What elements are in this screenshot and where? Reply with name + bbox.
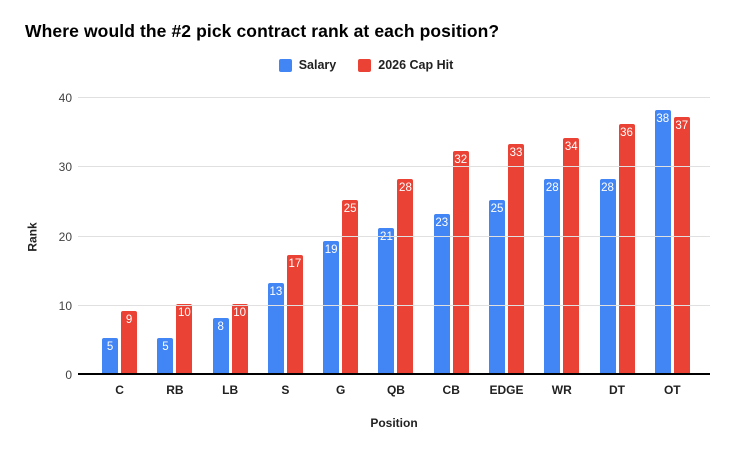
bar-2026-cap-hit-rb: 10	[176, 303, 193, 373]
bar-2026-cap-hit-s: 17	[286, 255, 303, 373]
legend-label-cap-hit: 2026 Cap Hit	[378, 58, 454, 72]
bar-salary-c: 5	[102, 338, 119, 373]
bar-salary-s: 13	[267, 282, 284, 373]
x-tick-label-wr: WR	[551, 383, 572, 397]
x-tick-label-c: C	[115, 383, 124, 397]
bar-2026-cap-hit-g: 25	[342, 199, 359, 373]
x-tick-label-dt: DT	[609, 383, 626, 397]
bar-salary-qb: 21	[378, 227, 395, 373]
bar-value-label: 33	[509, 147, 523, 160]
y-axis-tick-labels: 0 10 20 30 40	[0, 91, 72, 382]
bar-group-g: 19 25	[313, 98, 368, 373]
bar-value-label: 5	[106, 341, 114, 354]
bar-group-ot: 38 37	[645, 98, 700, 373]
gridline	[78, 304, 710, 306]
x-tick-label-g: G	[336, 383, 346, 397]
bar-value-label: 5	[162, 341, 169, 354]
legend-swatch-cap-hit-icon	[358, 58, 372, 72]
bar-salary-wr: 28	[544, 179, 561, 373]
bar-group-wr: 28 34	[534, 98, 589, 373]
bar-value-label: 36	[620, 126, 633, 139]
chart-title: Where would the #2 pick contract rank at…	[25, 21, 500, 41]
bar-group-edge: 25 33	[479, 98, 534, 373]
bar-value-label: 25	[490, 202, 504, 215]
bar-group-lb: 8 10	[203, 98, 258, 373]
bar-salary-g: 19	[323, 241, 340, 373]
bar-value-label: 10	[233, 306, 247, 319]
bar-value-label: 23	[435, 216, 449, 229]
x-axis-tick-labels: C RB LB S G QB CB EDGE WR DT OT	[92, 383, 700, 397]
x-tick-label-qb: QB	[386, 383, 405, 397]
bar-2026-cap-hit-edge: 33	[507, 144, 524, 373]
y-axis-title: Rank	[26, 221, 40, 252]
legend-item-salary: Salary	[278, 58, 337, 72]
bar-2026-cap-hit-ot: 37	[673, 116, 690, 373]
bar-2026-cap-hit-wr: 34	[563, 137, 580, 373]
x-tick-label-edge: EDGE	[489, 383, 524, 397]
bar-value-label: 38	[656, 112, 670, 125]
bar-group-dt: 28 36	[589, 98, 644, 373]
legend-item-cap-hit: 2026 Cap Hit	[358, 58, 453, 72]
legend-swatch-salary-icon	[278, 58, 292, 72]
bar-salary-ot: 38	[654, 109, 671, 373]
bar-2026-cap-hit-cb: 32	[452, 151, 469, 373]
x-tick-label-lb: LB	[222, 383, 239, 397]
plot-area: 5 9 5 10 8 10 13 17 19 25 21 28 23 32 25 33 28 34 28 36 38 37	[78, 97, 710, 375]
x-axis-title: Position	[370, 416, 418, 430]
bar-value-label: 37	[675, 119, 689, 132]
legend-label-salary: Salary	[298, 58, 337, 72]
x-tick-label-s: S	[281, 383, 290, 397]
bar-value-label: 34	[564, 140, 578, 153]
bar-group-cb: 23 32	[424, 98, 479, 373]
bar-salary-cb: 23	[433, 213, 450, 373]
x-tick-label-ot: OT	[663, 383, 681, 397]
bar-value-label: 19	[324, 244, 338, 257]
y-tick-label: 10	[58, 298, 72, 313]
bar-2026-cap-hit-dt: 36	[618, 123, 635, 373]
bar-value-label: 8	[217, 320, 224, 333]
bar-value-label: 13	[269, 285, 283, 298]
y-tick-label: 30	[58, 160, 72, 175]
bar-groups: 5 9 5 10 8 10 13 17 19 25 21 28 23 32 25 33 28 34 28 36 38 37	[92, 98, 700, 373]
bar-salary-dt: 28	[599, 179, 616, 373]
bar-value-label: 9	[125, 313, 133, 326]
x-tick-label-cb: CB	[442, 383, 460, 397]
bar-2026-cap-hit-lb: 10	[231, 303, 248, 373]
y-tick-label: 0	[65, 368, 72, 382]
gridline	[78, 97, 710, 98]
x-tick-label-rb: RB	[166, 383, 184, 397]
bar-group-qb: 21 28	[368, 98, 423, 373]
bar-salary-edge: 25	[488, 199, 505, 373]
bar-value-label: 28	[601, 182, 614, 195]
bar-value-label: 32	[454, 154, 468, 167]
bar-2026-cap-hit-c: 9	[121, 310, 138, 373]
gridline	[78, 166, 710, 168]
bar-value-label: 28	[545, 182, 559, 195]
chart-legend: Salary 2026 Cap Hit	[0, 58, 732, 72]
x-axis-line	[78, 373, 710, 375]
bar-value-label: 28	[399, 182, 412, 195]
bar-value-label: 25	[343, 202, 357, 215]
bar-value-label: 17	[288, 258, 302, 271]
bar-2026-cap-hit-qb: 28	[397, 179, 414, 373]
bar-value-label: 10	[177, 306, 191, 319]
gridline	[78, 235, 710, 237]
bar-value-label: 21	[380, 230, 393, 243]
y-tick-label: 40	[58, 91, 72, 105]
bar-group-rb: 5 10	[147, 98, 202, 373]
y-tick-label: 20	[58, 229, 72, 244]
bar-salary-rb: 5	[157, 338, 174, 373]
y-axis-title-wrap: Rank	[22, 98, 44, 375]
bar-group-s: 13 17	[258, 98, 313, 373]
bar-salary-lb: 8	[212, 317, 229, 373]
